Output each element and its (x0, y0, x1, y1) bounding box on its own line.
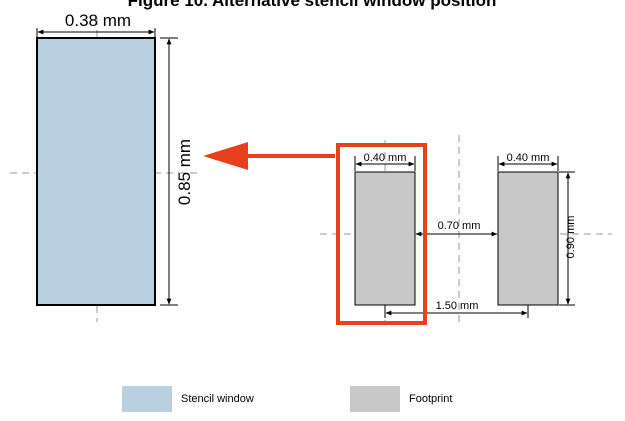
footprint-highlight-box (336, 143, 427, 325)
legend-stencil-swatch (122, 386, 172, 412)
legend-footprint-swatch (350, 386, 400, 412)
legend-footprint-label: Footprint (409, 393, 453, 405)
legend-stencil: Stencil window (122, 386, 254, 412)
left-pad-width-label: 0.40 mm (364, 152, 407, 164)
footprint-pad-left (354, 171, 416, 306)
figure-title: Figure 10. Alternative stencil window po… (128, 0, 497, 10)
legend-footprint: Footprint (350, 386, 452, 412)
right-pad-width-label: 0.40 mm (507, 152, 550, 164)
gap-label: 0.70 mm (438, 220, 481, 232)
highlight-arrow-head (203, 142, 248, 170)
footprint-group: 0.40 mm 0.40 mm 0.70 mm 1.50 mm 0.90 mm (320, 135, 612, 325)
footprint-pad-right (497, 171, 559, 306)
highlight-arrow (203, 142, 335, 170)
stencil-height-label: 0.85 mm (175, 139, 194, 205)
pitch-label: 1.50 mm (436, 300, 479, 312)
stencil-window-group: 0.38 mm 0.85 mm (10, 11, 200, 322)
stencil-window-rect (36, 37, 156, 306)
legend-stencil-label: Stencil window (181, 393, 254, 405)
pad-height-label: 0.90 mm (565, 216, 577, 259)
stencil-width-label: 0.38 mm (65, 11, 131, 30)
